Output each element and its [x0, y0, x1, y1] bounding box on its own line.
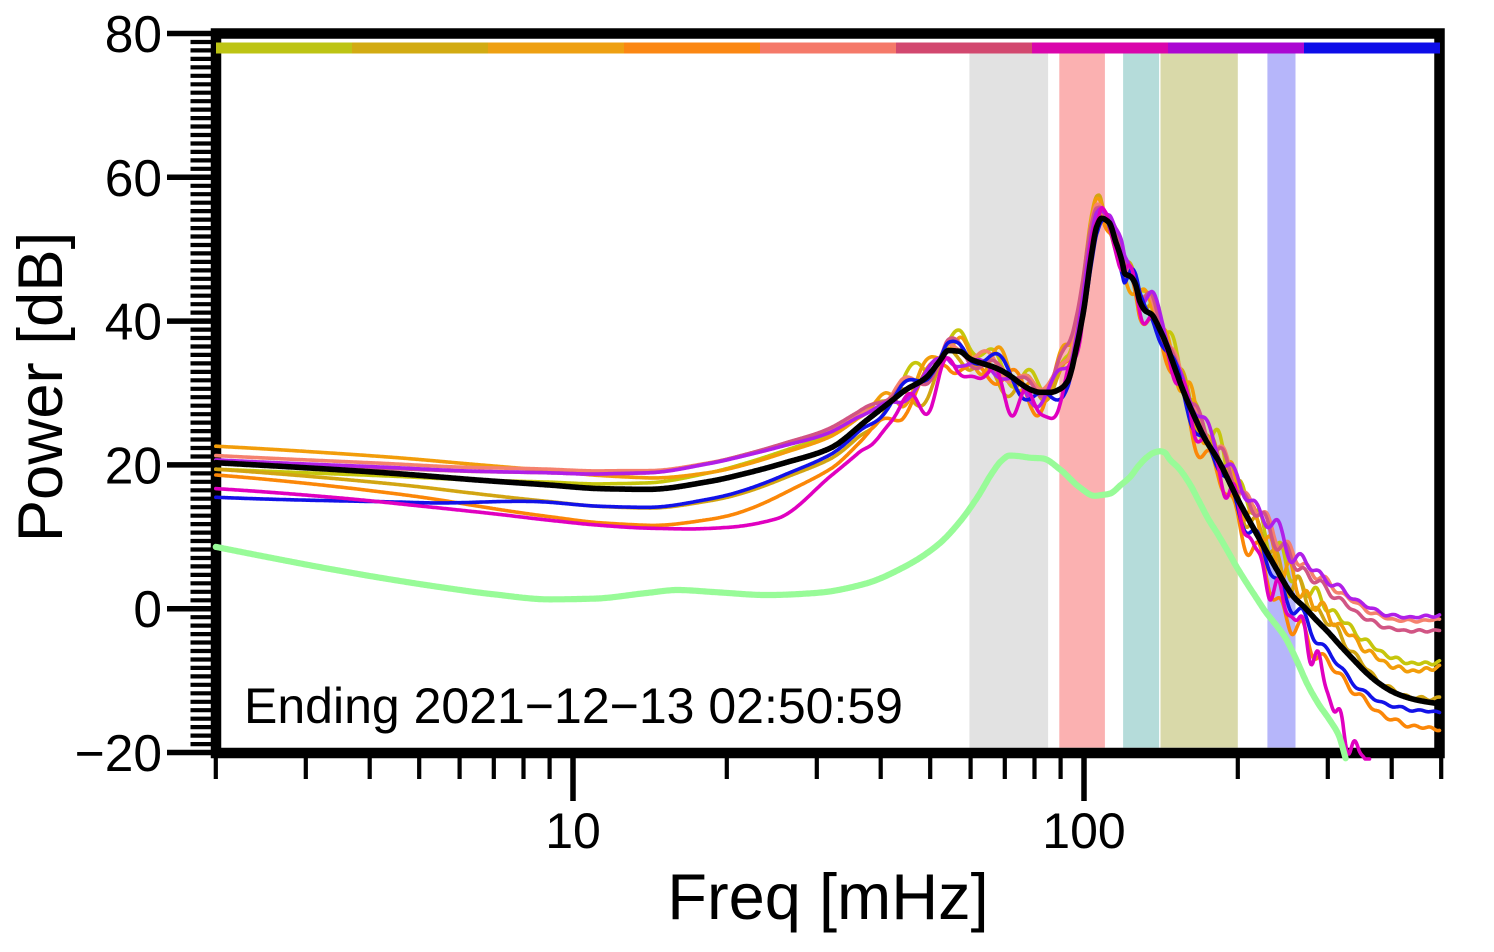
svg-text:10: 10 — [545, 803, 601, 859]
svg-text:20: 20 — [105, 436, 162, 494]
svg-text:Power [dB]: Power [dB] — [6, 232, 76, 543]
svg-text:−20: −20 — [75, 724, 162, 782]
svg-text:100: 100 — [1042, 803, 1125, 859]
svg-text:Ending 2021−12−13 02:50:59: Ending 2021−12−13 02:50:59 — [244, 678, 903, 734]
svg-text:60: 60 — [105, 149, 162, 207]
svg-text:80: 80 — [105, 5, 162, 63]
svg-text:40: 40 — [105, 293, 162, 351]
svg-text:0: 0 — [133, 580, 162, 638]
svg-text:Freq [mHz]: Freq [mHz] — [667, 860, 988, 933]
